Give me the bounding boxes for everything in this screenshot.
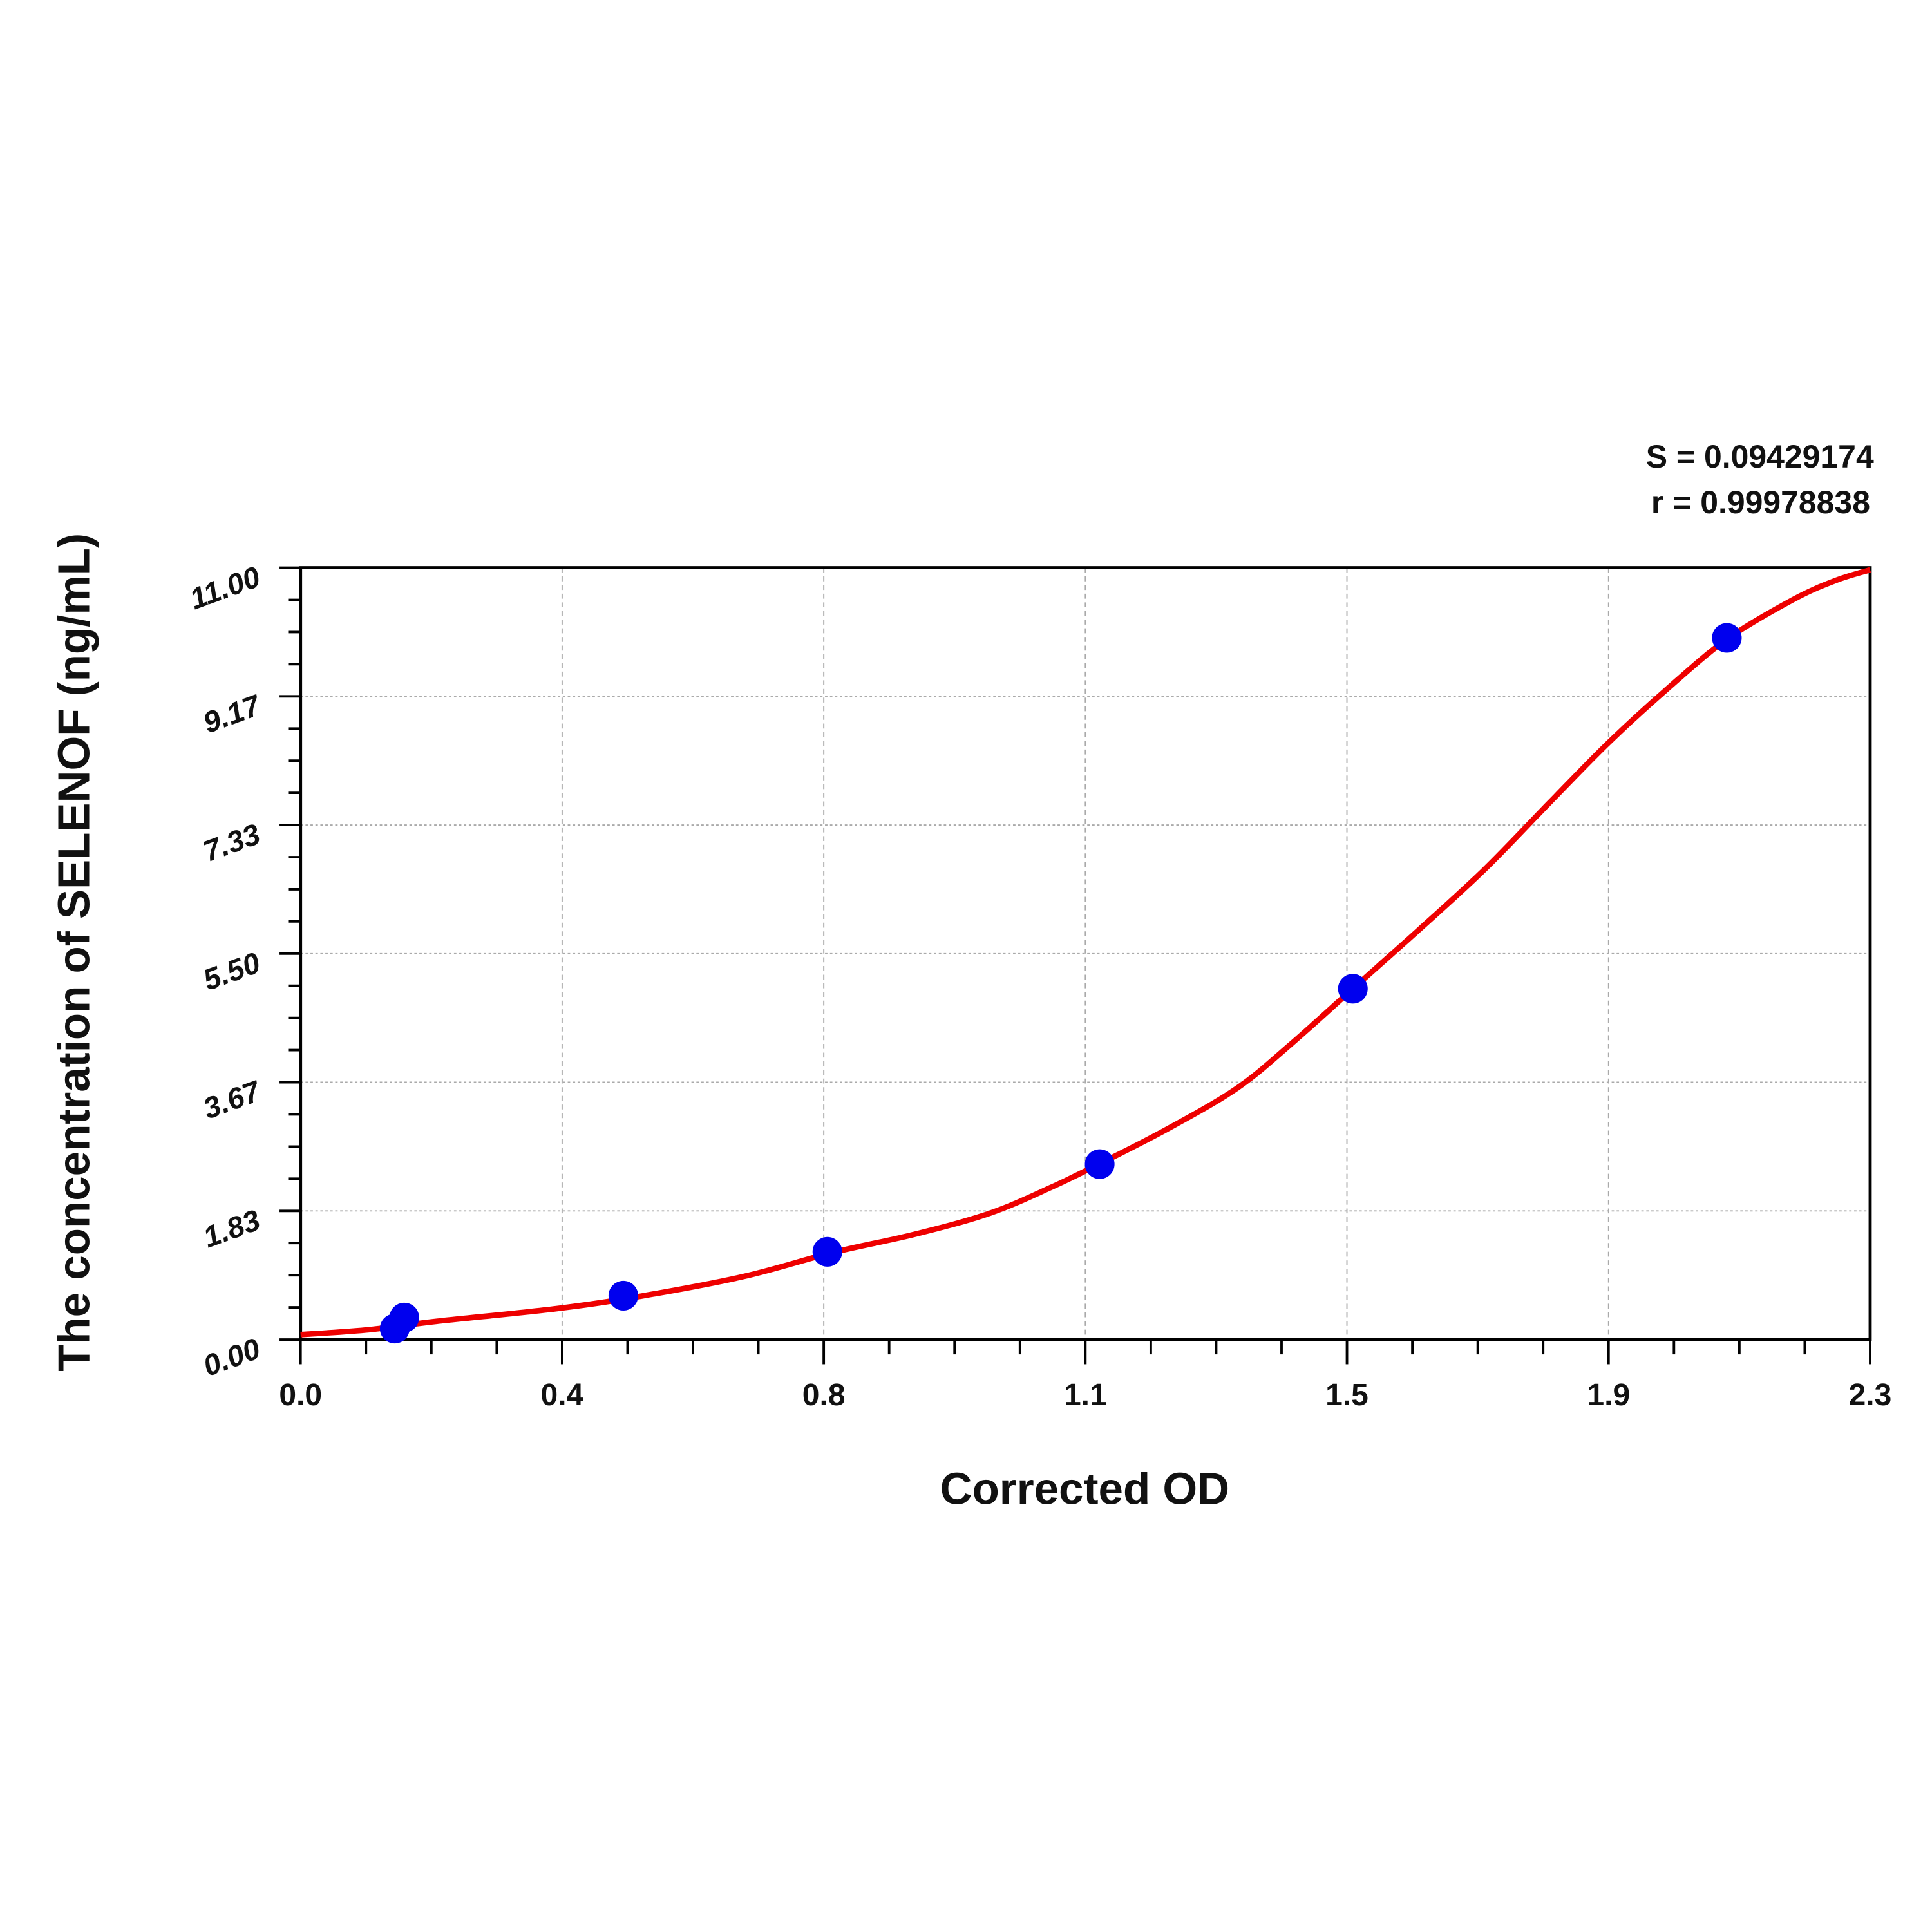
- y-tick-label: 3.67: [199, 1074, 266, 1125]
- data-point: [1084, 1149, 1115, 1179]
- x-tick-label: 1.9: [1587, 1378, 1630, 1412]
- data-point: [812, 1236, 842, 1267]
- y-tick-label: 1.83: [199, 1203, 265, 1255]
- x-tick-label: 0.0: [279, 1378, 322, 1412]
- x-axis-label: Corrected OD: [940, 1463, 1229, 1513]
- stat-r: r = 0.99978838: [1651, 484, 1870, 520]
- x-tick-label: 1.1: [1064, 1378, 1107, 1412]
- stat-s: S = 0.09429174: [1646, 439, 1874, 475]
- data-point: [389, 1302, 419, 1332]
- data-point: [1338, 974, 1368, 1004]
- y-tick-label: 0.00: [199, 1331, 265, 1383]
- y-tick-label: 7.33: [199, 817, 265, 868]
- x-tick-label: 2.3: [1849, 1378, 1892, 1412]
- x-tick-label: 0.8: [802, 1378, 846, 1412]
- plot-frame: [299, 566, 1872, 1341]
- data-point: [608, 1280, 638, 1311]
- grid: [300, 567, 1870, 1340]
- y-axis-label: The concentration of SELENOF (ng/mL): [48, 533, 99, 1372]
- y-tick-label: 5.50: [199, 945, 265, 997]
- points-group: [379, 623, 1742, 1344]
- y-tick-label: 11.00: [185, 560, 265, 616]
- data-point: [1712, 623, 1742, 653]
- x-tick-label: 1.5: [1325, 1378, 1368, 1412]
- x-tick-label: 0.4: [541, 1378, 584, 1412]
- x-tick-labels: 0.0 0.4 0.8 1.1 1.5 1.9 2.3: [279, 1378, 1891, 1412]
- y-tick-label: 9.17: [199, 688, 266, 739]
- y-tick-labels: 0.00 1.83 3.67 5.50 7.33 9.17 11.00: [185, 560, 266, 1383]
- ticks: [279, 566, 1871, 1365]
